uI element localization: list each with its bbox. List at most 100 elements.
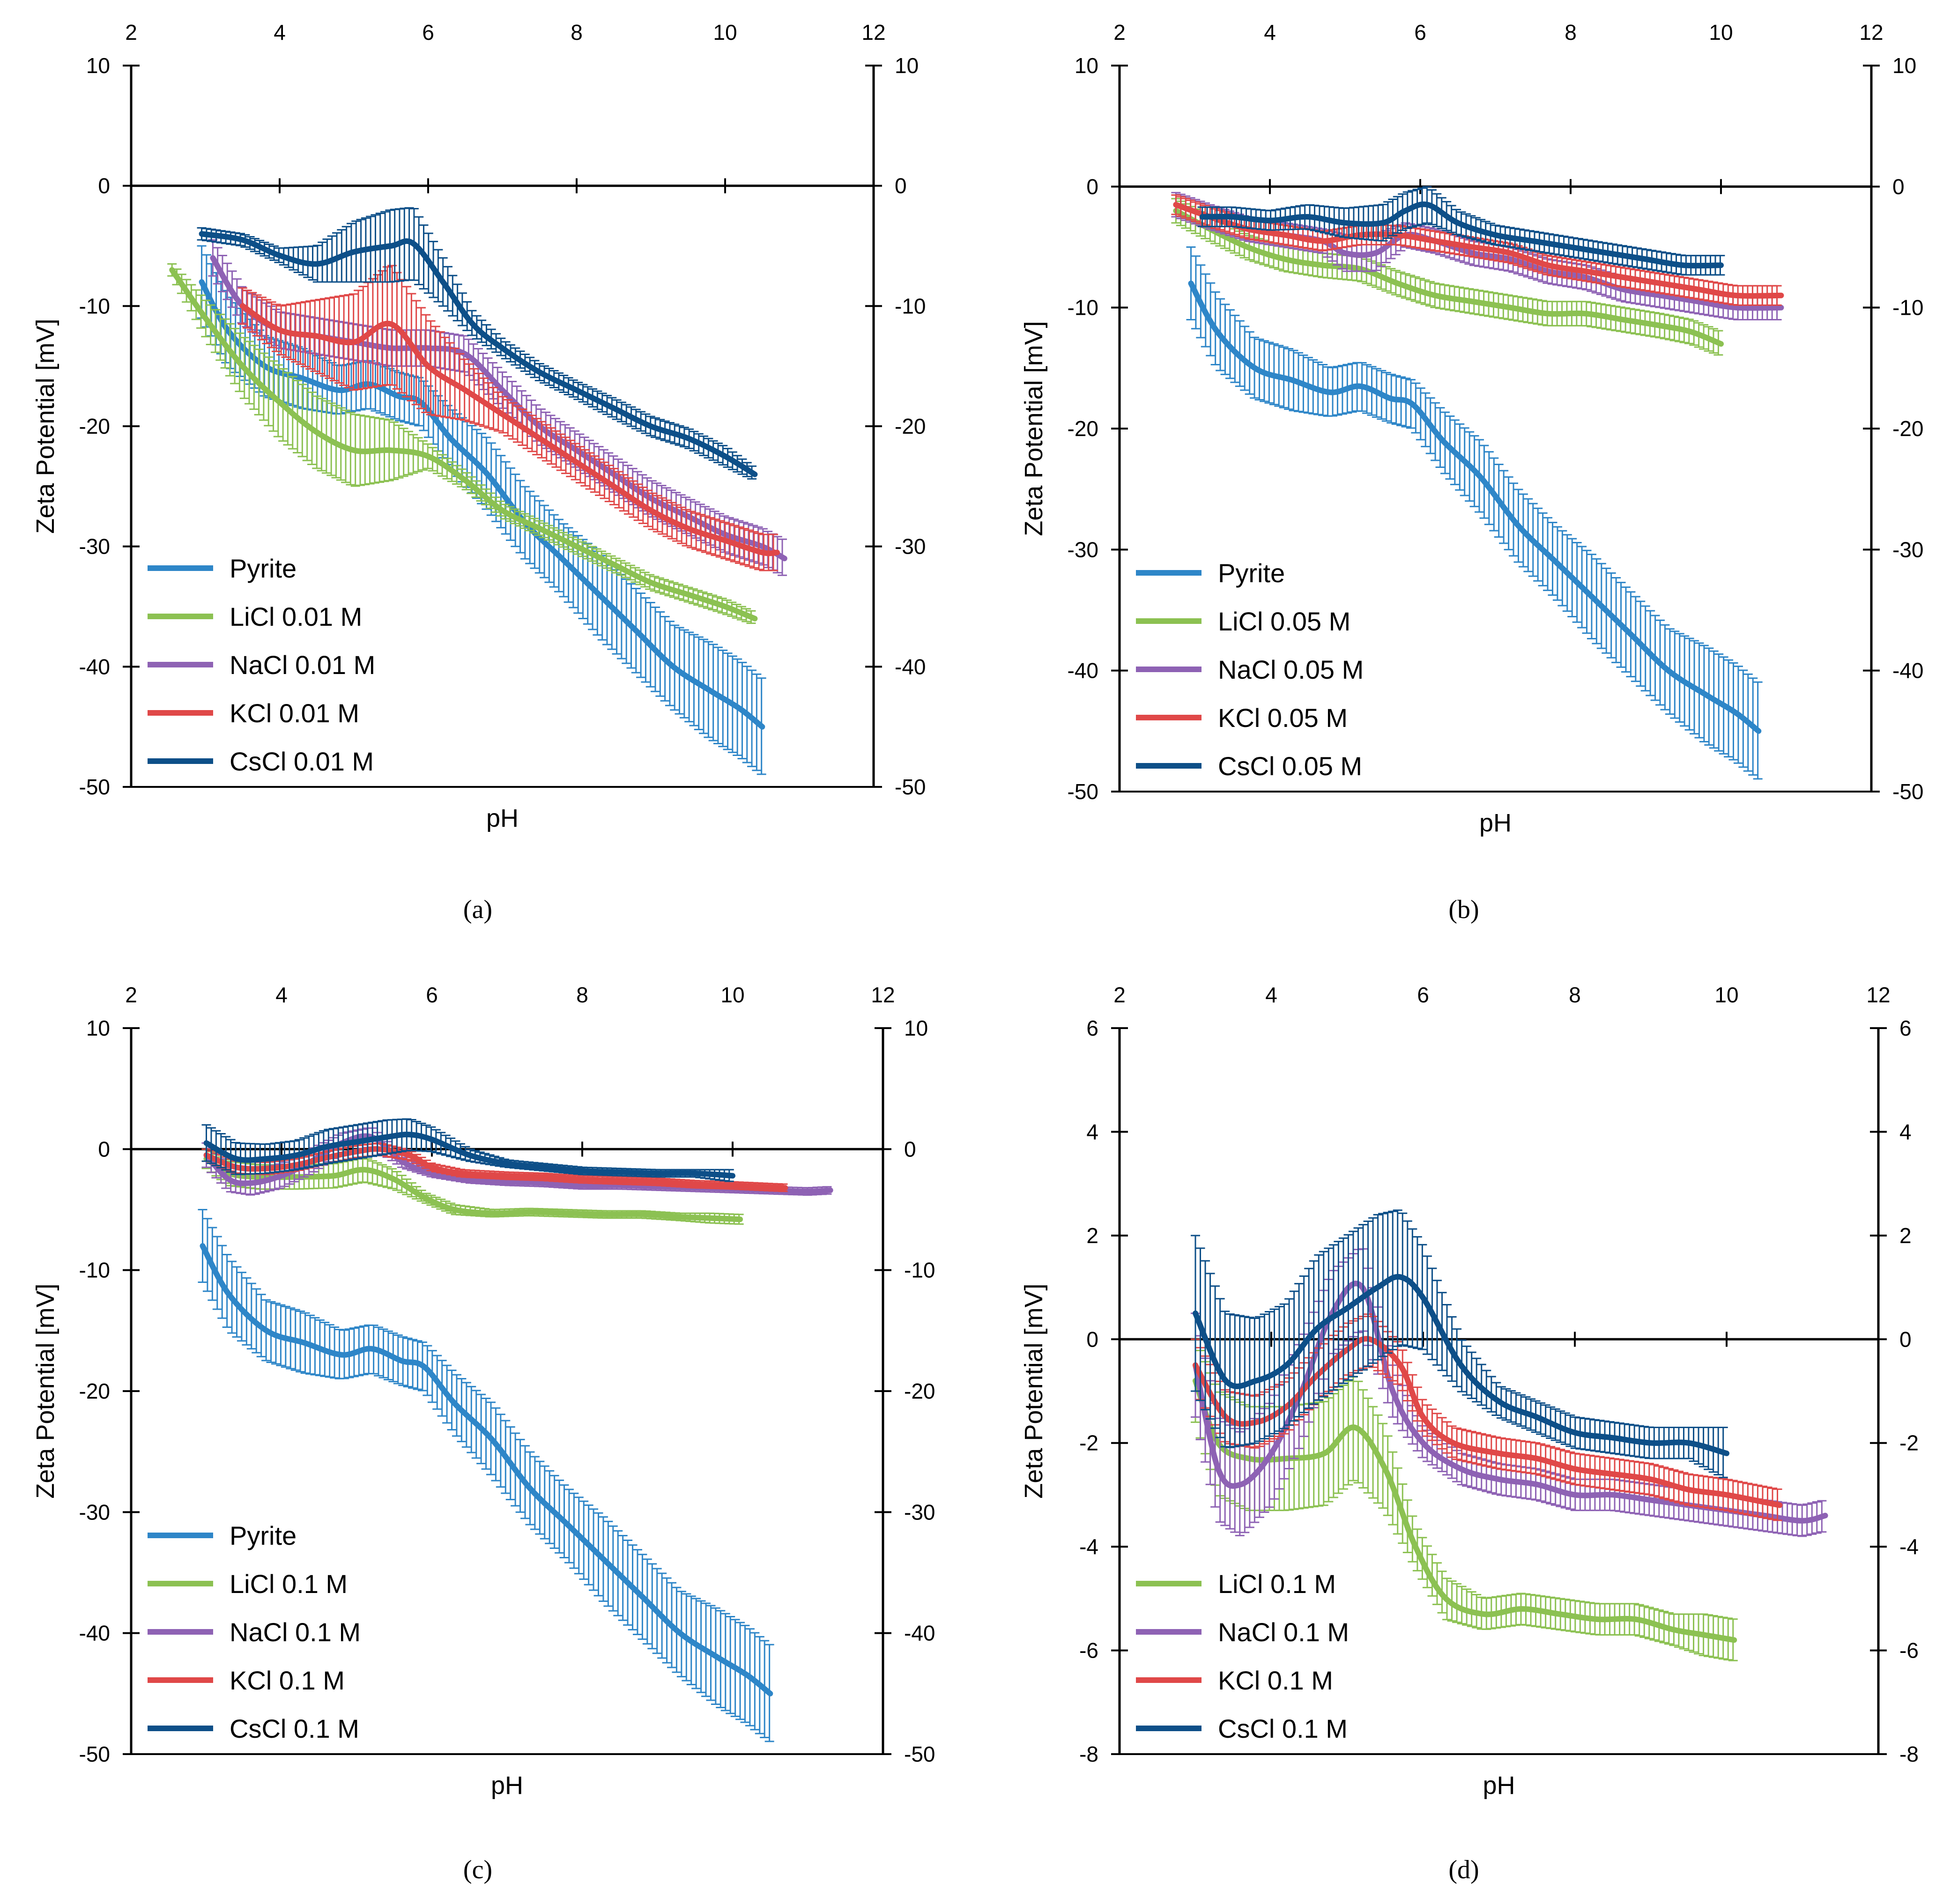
- chart-panel-b: 2 4 6 8 10 12 10 10 0 0 -10 -10 -20 -20 -30 -30 -40 -40 -5…: [1020, 20, 1923, 924]
- x-tick-label: 6: [422, 20, 434, 44]
- x-tick-label: 4: [275, 983, 288, 1007]
- y-tick-label-left: -10: [1068, 296, 1098, 320]
- series-line-licl: [169, 267, 758, 622]
- y-tick-label-right: -40: [904, 1621, 935, 1645]
- y-tick-label-left: 10: [1075, 53, 1098, 78]
- legend-label-licl: LiCl 0.01 M: [230, 602, 362, 631]
- x-axis-title: pH: [1479, 809, 1512, 837]
- y-tick-label-right: -20: [895, 414, 926, 438]
- series-kcl: [1171, 194, 1784, 306]
- y-tick-label-left: -20: [79, 414, 110, 438]
- x-tick-label: 2: [125, 983, 137, 1007]
- y-tick-label-right: -50: [895, 775, 926, 799]
- x-tick-label: 8: [576, 983, 588, 1007]
- y-tick-label-right: -30: [895, 534, 926, 559]
- series-cscl: [1197, 186, 1725, 276]
- x-axis-title: pH: [486, 804, 519, 832]
- x-tick-label: 10: [720, 983, 744, 1007]
- x-tick-label: 6: [426, 983, 438, 1007]
- y-tick-label-left: -30: [79, 1500, 110, 1524]
- y-tick-label-left: 0: [1086, 174, 1098, 199]
- y-tick-label-right: 10: [1892, 53, 1916, 78]
- y-tick-label-left: -20: [1068, 416, 1098, 441]
- y-tick-label-left: -40: [79, 654, 110, 679]
- legend-label-licl: LiCl 0.05 M: [1218, 607, 1350, 636]
- chart-panel-a: 2 4 6 8 10 12 10 10 0 0 -10 -10 -20 -20 -30 -30 -40 -40 -5…: [31, 20, 926, 924]
- panel-label-a: (a): [463, 895, 492, 924]
- y-tick-label-right: -10: [904, 1258, 935, 1282]
- y-tick-label-left: -50: [79, 1742, 110, 1766]
- panel-label-b: (b): [1448, 895, 1479, 924]
- y-tick-label-left: -20: [79, 1379, 110, 1403]
- y-axis-title: Zeta Potential [mV]: [1020, 321, 1048, 536]
- x-tick-label: 10: [1709, 20, 1733, 44]
- legend-label-kcl: KCl 0.01 M: [230, 698, 359, 728]
- error-bars: [167, 263, 756, 624]
- y-tick-label-left: -40: [79, 1621, 110, 1645]
- legend-label-pyrite: Pyrite: [230, 554, 297, 583]
- series-line-licl: [1173, 208, 1724, 347]
- x-tick-label: 6: [1414, 20, 1426, 44]
- x-tick-label: 12: [861, 20, 885, 44]
- y-tick-label-right: -40: [1892, 659, 1923, 683]
- series-licl: [1171, 198, 1724, 356]
- error-bars: [1197, 186, 1725, 276]
- y-tick-label-left: -30: [1068, 537, 1098, 562]
- y-tick-label-right: -20: [904, 1379, 935, 1403]
- y-tick-label-right: -10: [1892, 296, 1923, 320]
- y-tick-label-right: 10: [904, 1016, 928, 1040]
- series-line-kcl: [239, 303, 780, 556]
- x-tick-label: 10: [713, 20, 737, 44]
- y-tick-label-left: 10: [86, 53, 110, 78]
- y-axis-title: Zeta Potential [mV]: [31, 319, 59, 533]
- legend-label-cscl: CsCl 0.05 M: [1218, 751, 1362, 781]
- series-pyrite: [198, 1209, 774, 1742]
- y-tick-label-right: -50: [904, 1742, 935, 1766]
- x-tick-label: 2: [125, 20, 137, 44]
- series-pyrite: [1186, 246, 1763, 780]
- x-tick-label: 12: [871, 983, 895, 1007]
- y-tick-label-left: 10: [86, 1016, 110, 1040]
- y-tick-label-left: -30: [79, 534, 110, 559]
- y-tick-label-right: -40: [895, 654, 926, 679]
- x-tick-label: 8: [571, 20, 583, 44]
- y-tick-label-right: -30: [904, 1500, 935, 1524]
- y-tick-label-right: -20: [1892, 416, 1923, 441]
- series-line-cscl: [1199, 201, 1724, 269]
- y-tick-label-left: -50: [1068, 779, 1098, 804]
- x-tick-label: 4: [1264, 20, 1276, 44]
- y-tick-label-right: 0: [895, 174, 907, 198]
- legend: Pyrite LiCl 0.05 M NaCl 0.05 M KCl 0.05 M Cs…: [1130, 553, 1393, 785]
- y-tick-label-right: -10: [895, 294, 926, 318]
- y-tick-label-right: -30: [1892, 537, 1923, 562]
- legend-label-nacl: NaCl 0.05 M: [1218, 655, 1364, 684]
- legend: Pyrite LiCl 0.01 M NaCl 0.01 M KCl 0.01 M Cs…: [142, 548, 404, 781]
- series-line-pyrite: [199, 279, 765, 730]
- legend-label-cscl: CsCl 0.01 M: [230, 747, 374, 776]
- y-tick-label-right: 0: [1892, 174, 1905, 199]
- y-tick-label-right: 0: [904, 1137, 916, 1161]
- y-tick-label-left: -50: [79, 775, 110, 799]
- x-axis-title: pH: [491, 1771, 523, 1800]
- x-tick-label: 12: [1859, 20, 1883, 44]
- series-licl: [167, 263, 758, 624]
- series-cscl: [197, 207, 758, 480]
- x-tick-label: 2: [1113, 20, 1126, 44]
- x-tick-label: 4: [274, 20, 286, 44]
- legend-label-nacl: NaCl 0.01 M: [230, 650, 375, 680]
- series-line-kcl: [1173, 202, 1784, 299]
- x-tick-label: 8: [1565, 20, 1577, 44]
- y-tick-label-left: 0: [98, 174, 110, 198]
- y-tick-label-right: -50: [1892, 779, 1923, 804]
- series-line-pyrite: [200, 1243, 773, 1697]
- y-tick-label-left: -10: [79, 1258, 110, 1282]
- legend-label-pyrite: Pyrite: [1218, 558, 1285, 588]
- chart-panel-c: 2 4 6 8 10 12 10 10 0 0 -10 -10 -20 -20 -30 -30 -40 -40 -5…: [31, 983, 935, 1884]
- legend-label-kcl: KCl 0.05 M: [1218, 703, 1348, 733]
- series-line-pyrite: [1188, 281, 1762, 734]
- series-pyrite: [197, 245, 766, 775]
- series-kcl: [237, 265, 780, 571]
- y-tick-label-left: 0: [98, 1137, 110, 1161]
- y-tick-label-left: -40: [1068, 659, 1098, 683]
